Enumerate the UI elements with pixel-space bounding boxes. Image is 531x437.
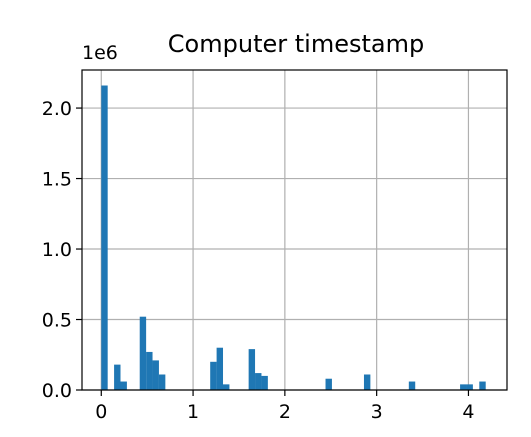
histogram-bar bbox=[139, 316, 147, 390]
histogram-bar bbox=[158, 374, 166, 390]
axis-layer: 0 1 2 3 4 0.0 0.5 1.0 1.5 2.0 bbox=[42, 98, 475, 423]
histogram-bar bbox=[146, 351, 153, 390]
histogram-bar bbox=[210, 361, 217, 390]
histogram-bar bbox=[120, 381, 127, 390]
histogram-bar bbox=[363, 374, 371, 390]
histogram-bar bbox=[479, 381, 486, 390]
histogram-bar bbox=[152, 360, 159, 390]
histogram-bar bbox=[216, 347, 224, 390]
histogram-bar bbox=[408, 381, 416, 390]
y-tick-label: 1.5 bbox=[42, 169, 72, 191]
histogram-bar bbox=[261, 375, 268, 390]
histogram-bar bbox=[114, 364, 121, 390]
histogram-bar bbox=[460, 384, 467, 390]
chart-title: Computer timestamp bbox=[168, 30, 424, 58]
plot-frame bbox=[81, 69, 508, 391]
y-tick-label: 2.0 bbox=[42, 98, 72, 120]
histogram-bar bbox=[325, 378, 332, 390]
x-tick-label: 2 bbox=[279, 401, 291, 423]
bars-layer bbox=[101, 85, 486, 391]
histogram-bar bbox=[101, 85, 108, 391]
x-tick-label: 0 bbox=[95, 401, 107, 423]
x-tick-label: 3 bbox=[371, 401, 383, 423]
y-tick-label: 0.0 bbox=[42, 380, 72, 402]
y-tick-label: 1.0 bbox=[42, 239, 72, 261]
histogram-bar bbox=[248, 349, 256, 390]
y-tick-label: 0.5 bbox=[42, 310, 72, 332]
y-offset-label: 1e6 bbox=[82, 42, 118, 64]
histogram-bar bbox=[255, 373, 262, 390]
x-tick-label: 4 bbox=[462, 401, 474, 423]
x-tick-label: 1 bbox=[187, 401, 199, 423]
histogram-bar bbox=[223, 384, 230, 390]
histogram-bar bbox=[466, 384, 473, 390]
